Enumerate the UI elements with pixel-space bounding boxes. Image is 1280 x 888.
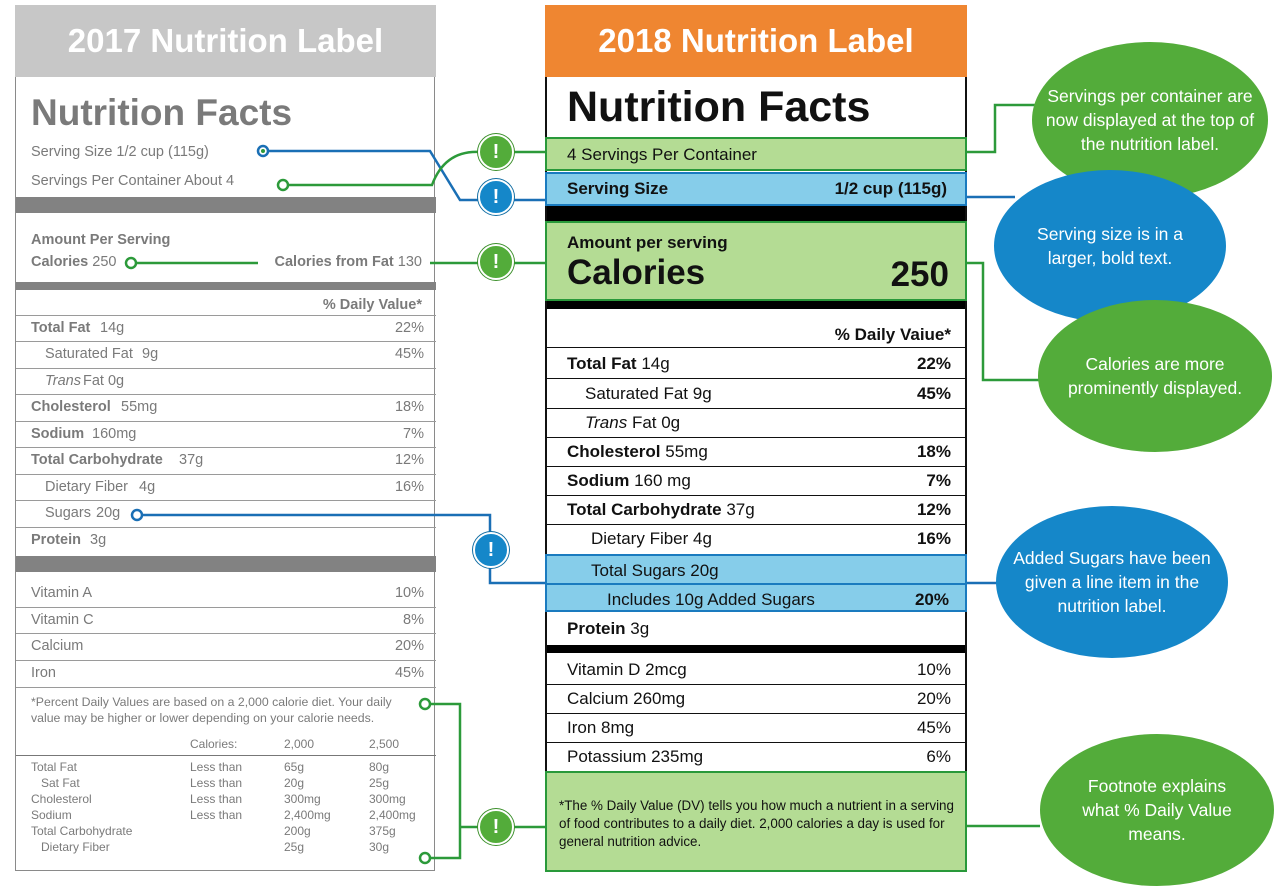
old-table-cell: Total Fat: [31, 760, 78, 774]
old-table-cell: 80g: [369, 760, 390, 774]
new-thick-divider: [547, 206, 965, 221]
callout-calories: Calories are more prominently displayed.: [1038, 300, 1272, 452]
old-label-header: 2017 Nutrition Label: [15, 5, 436, 77]
old-row-iron: Iron 45%: [31, 665, 424, 681]
old-table-cell: 25g: [369, 776, 390, 790]
old-row-vitamin-a: Vitamin A 10%: [31, 585, 424, 601]
new-row-iron: Iron 8mg 45%: [567, 718, 951, 737]
old-thick-divider-2: [16, 556, 436, 572]
old-table-cell: 2,400mg: [284, 808, 331, 822]
callout-added-sugars: Added Sugars have been given a line item…: [996, 506, 1228, 658]
old-row-trans-fat: Trans Fat 0g: [45, 373, 125, 389]
new-serving-size-value: 1/2 cup (115g): [834, 179, 947, 198]
old-nutrition-label: Nutrition Facts Serving Size 1/2 cup (11…: [15, 77, 436, 871]
old-medium-divider: [16, 282, 436, 290]
new-medium-divider-2: [547, 645, 965, 653]
new-amount-per-serving: Amount per serving: [567, 233, 728, 252]
new-row-added-sugars: Includes 10g Added Sugars 20%: [607, 590, 949, 609]
alert-marker-servings: !: [478, 134, 514, 170]
old-table-cell: Less than: [190, 760, 243, 774]
old-table-header-2000: 2,000: [284, 737, 315, 751]
old-amount-per-serving: Amount Per Serving: [31, 232, 171, 248]
callout-serving-size: Serving size is in a larger, bold text.: [994, 170, 1226, 322]
old-row-protein: Protein 3g: [31, 532, 107, 548]
new-calories-value: 250: [890, 255, 949, 294]
old-table-cell: Less than: [190, 776, 243, 790]
new-nutrition-label: Nutrition Facts 4 Servings Per Container…: [545, 77, 967, 872]
alert-marker-serving-size: !: [478, 179, 514, 215]
new-serving-size-label: Serving Size: [567, 179, 669, 198]
new-row-dietary-fiber: Dietary Fiber 4g 16%: [591, 529, 951, 548]
old-table-cell: Sat Fat: [41, 776, 80, 790]
old-row-sugars: Sugars 20g: [45, 505, 121, 521]
new-row-protein: Protein 3g: [567, 619, 650, 638]
old-calories: Calories 250: [31, 254, 117, 270]
old-table-cell: 300mg: [369, 792, 406, 806]
old-table-cell: 300mg: [284, 792, 321, 806]
old-table-cell: 20g: [284, 776, 305, 790]
old-table-cell: 375g: [369, 824, 396, 838]
old-serving-size: Serving Size 1/2 cup (115g): [31, 144, 209, 160]
callout-footnote: Footnote explains what % Daily Value mea…: [1040, 734, 1274, 886]
old-row-calcium: Calcium 20%: [31, 638, 424, 654]
new-medium-divider: [547, 301, 965, 309]
new-row-total-fat: Total Fat 14g 22%: [567, 354, 951, 373]
old-servings-per-container: Servings Per Container About 4: [31, 173, 235, 189]
old-table-cell: Less than: [190, 808, 243, 822]
new-title: Nutrition Facts: [567, 83, 871, 131]
old-dv-header: % Daily Value*: [322, 297, 422, 313]
alert-marker-sugars: !: [473, 532, 509, 568]
old-table-header-calories: Calories:: [190, 737, 238, 751]
new-row-trans-fat: Trans Fat 0g: [585, 413, 681, 432]
old-thick-divider: [16, 197, 436, 213]
old-table-header-2500: 2,500: [369, 737, 400, 751]
new-row-total-carbohydrate: Total Carbohydrate 37g 12%: [567, 500, 951, 519]
new-serving-size-highlight: Serving Size 1/2 cup (115g): [545, 172, 967, 206]
old-table-cell: Dietary Fiber: [41, 840, 110, 854]
new-row-sodium: Sodium 160 mg 7%: [567, 471, 951, 490]
new-added-sugars-highlight: Total Sugars 20g Includes 10g Added Suga…: [545, 554, 967, 612]
old-row-total-carbohydrate: Total Carbohydrate 37g 12%: [31, 452, 424, 468]
old-row-cholesterol: Cholesterol 55mg 18%: [31, 399, 424, 415]
old-row-total-fat: Total Fat 14g 22%: [31, 320, 424, 336]
new-label-header: 2018 Nutrition Label: [545, 5, 967, 77]
alert-marker-calories: !: [478, 244, 514, 280]
callout-servings: Servings per container are now displayed…: [1032, 42, 1268, 198]
new-servings-per-container: 4 Servings Per Container: [567, 145, 757, 164]
new-calories-label: Calories: [567, 253, 706, 292]
new-footnote-highlight: *The % Daily Value (DV) tells you how mu…: [545, 771, 967, 872]
old-table-cell: Sodium: [31, 808, 72, 822]
new-row-vitamin-d: Vitamin D 2mcg 10%: [567, 660, 951, 679]
new-row-calcium: Calcium 260mg 20%: [567, 689, 951, 708]
old-divider: [16, 315, 436, 316]
old-calories-from-fat: Calories from Fat 130: [274, 254, 422, 270]
new-row-potassium: Potassium 235mg 6%: [567, 747, 951, 766]
old-table-cell: Less than: [190, 792, 243, 806]
alert-marker-footnote: !: [478, 809, 514, 845]
old-row-dietary-fiber: Dietary Fiber 4g 16%: [45, 479, 424, 495]
old-table-cell: 30g: [369, 840, 390, 854]
new-calories-highlight: Amount per serving Calories 250: [545, 221, 967, 301]
new-row-saturated-fat: Saturated Fat 9g 45%: [585, 384, 951, 403]
new-row-total-sugars: Total Sugars 20g: [591, 561, 719, 580]
old-table-cell: Total Carbohydrate: [31, 824, 133, 838]
old-row-vitamin-c: Vitamin C 8%: [31, 612, 424, 628]
new-dv-header: % Daily Vaiue*: [834, 325, 951, 344]
old-table-cell: Cholesterol: [31, 792, 92, 806]
old-table-cell: 200g: [284, 824, 311, 838]
old-table-cell: 25g: [284, 840, 305, 854]
old-title: Nutrition Facts: [31, 92, 293, 133]
old-row-saturated-fat: Saturated Fat 9g 45%: [45, 346, 424, 362]
old-row-sodium: Sodium 160mg 7%: [31, 426, 424, 442]
new-row-cholesterol: Cholesterol 55mg 18%: [567, 442, 951, 461]
new-servings-highlight: 4 Servings Per Container: [545, 137, 967, 171]
old-table-cell: 2,400mg: [369, 808, 416, 822]
old-table-cell: 65g: [284, 760, 305, 774]
old-footnote: *Percent Daily Values are based on a 2,0…: [31, 695, 392, 725]
new-footnote: *The % Daily Value (DV) tells you how mu…: [559, 798, 954, 849]
